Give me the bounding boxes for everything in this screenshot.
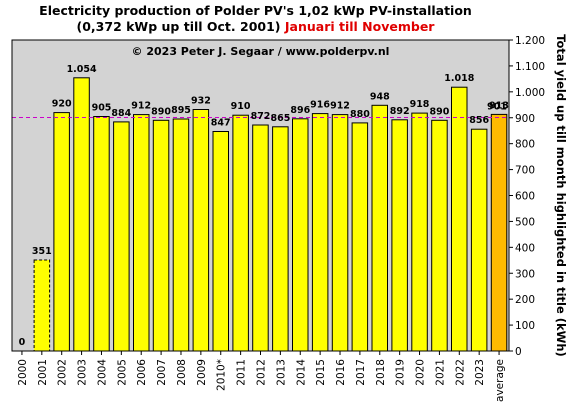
y-axis: 0 100 200 300 400 500 600 700 800 900 1.000 1.100 1.… xyxy=(509,35,545,358)
data-label-2003: 1.054 xyxy=(67,64,97,75)
x-tick-label: 2006 xyxy=(136,359,148,386)
bar-2007 xyxy=(152,119,170,352)
y-tick-label: 100 xyxy=(515,320,535,332)
data-label-2004: 905 xyxy=(92,103,112,114)
bar-2004 xyxy=(93,116,110,352)
reference-line-label: 901 xyxy=(487,101,507,112)
data-label-2011: 910 xyxy=(231,101,251,112)
data-label-2018: 948 xyxy=(370,91,390,102)
x-tick-label: 2013 xyxy=(275,359,287,386)
data-label-2023: 856 xyxy=(469,115,489,126)
chart-subtitle: (0,372 kWp up till Oct. 2001) Januari ti… xyxy=(0,19,511,34)
x-axis: 2000 2001 2002 2003 2004 2005 2006 2007 2008 2009… xyxy=(17,351,506,402)
data-label-2022: 1.018 xyxy=(444,73,474,84)
x-tick-label: 2007 xyxy=(156,359,168,386)
y-tick-label: 900 xyxy=(515,113,535,125)
y-tick-label: 500 xyxy=(515,216,535,228)
data-label-2019: 892 xyxy=(390,106,410,117)
x-tick-label: average xyxy=(494,359,506,402)
y-axis-label: Total yield up till month highlighted in… xyxy=(554,34,568,357)
y-tick-label: 600 xyxy=(515,191,535,203)
bar-2005 xyxy=(113,121,130,352)
data-label-2009: 932 xyxy=(191,96,211,107)
y-tick-label: 0 xyxy=(515,346,522,358)
data-label-2013: 865 xyxy=(270,113,290,124)
x-tick-label: 2015 xyxy=(315,359,327,386)
data-label-2017: 880 xyxy=(350,109,370,120)
chart-title: Electricity production of Polder PV's 1,… xyxy=(39,3,472,18)
x-tick-label: 2023 xyxy=(474,359,486,386)
x-tick-label: 2014 xyxy=(295,359,307,386)
x-tick-label: 2011 xyxy=(236,359,248,386)
data-label-2008: 895 xyxy=(171,105,191,116)
data-label-average: 913 xyxy=(489,100,509,111)
bar-2017 xyxy=(351,122,369,352)
data-label-2007: 890 xyxy=(151,106,171,117)
y-tick-label: 1.100 xyxy=(515,61,545,73)
bar-2014 xyxy=(292,118,309,352)
x-tick-label: 2021 xyxy=(434,359,446,386)
y-tick-label: 800 xyxy=(515,139,535,151)
y-tick-label: 1.200 xyxy=(515,35,545,47)
y-tick-label: 1.000 xyxy=(515,87,545,99)
bar-2003 xyxy=(73,77,90,352)
bar-2022 xyxy=(451,86,468,352)
x-tick-label: 2003 xyxy=(77,359,89,386)
x-tick-label: 2012 xyxy=(256,359,268,386)
x-tick-label: 2019 xyxy=(395,359,407,386)
data-label-2016: 912 xyxy=(330,101,350,112)
copyright-annotation: © 2023 Peter J. Segaar / www.polderpv.nl xyxy=(132,45,390,58)
x-tick-label: 2000 xyxy=(17,359,29,386)
bar-2019 xyxy=(391,119,408,352)
bar-2006 xyxy=(133,114,150,352)
bar-2002 xyxy=(53,112,70,352)
data-label-2014: 896 xyxy=(290,105,310,116)
bar-2020 xyxy=(411,112,428,352)
data-label-2021: 890 xyxy=(429,106,449,117)
x-tick-label: 2017 xyxy=(355,359,367,386)
y-tick-label: 200 xyxy=(515,294,535,306)
data-label-2010: 847 xyxy=(211,118,231,129)
chart-subtitle-period: Januari till November xyxy=(284,19,435,34)
x-tick-label: 2018 xyxy=(375,359,387,386)
data-label-2001: 351 xyxy=(32,246,52,257)
y-tick-label: 300 xyxy=(515,268,535,280)
bar-2008 xyxy=(172,118,190,352)
x-tick-label: 2016 xyxy=(335,359,347,386)
y-tick-label: 700 xyxy=(515,165,535,177)
bar-2001 xyxy=(33,259,51,352)
bar-2018 xyxy=(371,104,388,352)
bar-2011 xyxy=(232,114,249,352)
bar-2012 xyxy=(252,124,269,352)
bar-average xyxy=(490,113,508,352)
data-label-2012: 872 xyxy=(251,111,271,122)
data-label-2020: 918 xyxy=(410,99,430,110)
data-label-2002: 920 xyxy=(52,99,72,110)
bar-2009 xyxy=(192,109,210,352)
bar-2021 xyxy=(431,119,448,352)
x-tick-label: 2001 xyxy=(37,359,49,386)
x-tick-label: 2008 xyxy=(176,359,188,386)
x-tick-label: 2009 xyxy=(196,359,208,386)
bar-2015 xyxy=(311,113,329,352)
x-tick-label: 2022 xyxy=(454,359,466,386)
bar-2016 xyxy=(331,114,349,352)
bars-group xyxy=(33,77,508,352)
data-label-2005: 884 xyxy=(111,108,131,119)
chart-subtitle-main: (0,372 kWp up till Oct. 2001) xyxy=(76,19,281,34)
bar-2023 xyxy=(470,128,488,352)
data-label-2015: 916 xyxy=(310,100,330,111)
y-tick-label: 400 xyxy=(515,242,535,254)
x-tick-label: 2004 xyxy=(97,359,109,386)
x-tick-label: 2005 xyxy=(116,359,128,386)
x-tick-label: 2020 xyxy=(415,359,427,386)
bar-2013 xyxy=(272,126,289,352)
data-label-2006: 912 xyxy=(131,101,151,112)
bar-2010 xyxy=(212,131,229,352)
data-label-2000: 0 xyxy=(19,337,26,348)
x-tick-label: 2010* xyxy=(216,359,228,391)
x-tick-label: 2002 xyxy=(57,359,69,386)
